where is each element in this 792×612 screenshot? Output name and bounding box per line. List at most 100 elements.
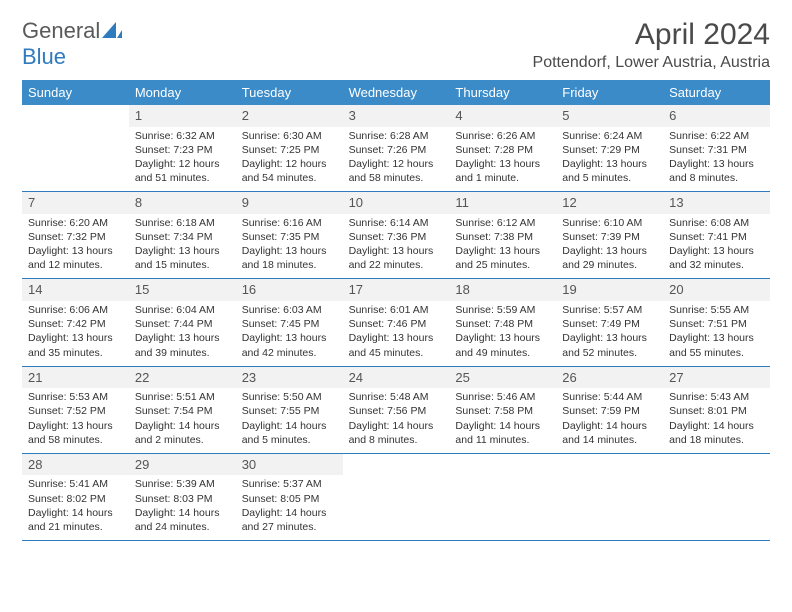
- sunset-text: Sunset: 7:28 PM: [455, 143, 550, 157]
- day-cell: 6Sunrise: 6:22 AMSunset: 7:31 PMDaylight…: [663, 105, 770, 191]
- calendar: Sunday Monday Tuesday Wednesday Thursday…: [22, 80, 770, 541]
- day-cell: 9 Sunrise: 6:16 AMSunset: 7:35 PMDaylight…: [236, 192, 343, 278]
- daylight-text: Daylight: 14 hours and 14 minutes.: [562, 419, 657, 447]
- weekday-label: Monday: [129, 80, 236, 105]
- sunset-text: Sunset: 7:29 PM: [562, 143, 657, 157]
- weekday-label: Wednesday: [343, 80, 450, 105]
- daylight-text: Daylight: 12 hours and 54 minutes.: [242, 157, 337, 185]
- day-cell: 5Sunrise: 6:24 AMSunset: 7:29 PMDaylight…: [556, 105, 663, 191]
- day-cell: 22Sunrise: 5:51 AMSunset: 7:54 PMDayligh…: [129, 367, 236, 453]
- logo-word1: General: [22, 18, 100, 43]
- sunset-text: Sunset: 8:03 PM: [135, 492, 230, 506]
- sunrise-text: Sunrise: 6:08 AM: [669, 216, 764, 230]
- sunrise-text: Sunrise: 6:12 AM: [455, 216, 550, 230]
- day-cell: 14Sunrise: 6:06 AMSunset: 7:42 PMDayligh…: [22, 279, 129, 365]
- day-cell: 2Sunrise: 6:30 AMSunset: 7:25 PMDaylight…: [236, 105, 343, 191]
- sunrise-text: Sunrise: 5:39 AM: [135, 477, 230, 491]
- sunrise-text: Sunrise: 6:16 AM: [242, 216, 337, 230]
- day-cell: 8Sunrise: 6:18 AMSunset: 7:34 PMDaylight…: [129, 192, 236, 278]
- sunrise-text: Sunrise: 5:51 AM: [135, 390, 230, 404]
- sunrise-text: Sunrise: 6:10 AM: [562, 216, 657, 230]
- day-number: 4: [449, 105, 556, 127]
- sunset-text: Sunset: 7:44 PM: [135, 317, 230, 331]
- day-number: 23: [236, 367, 343, 389]
- week-row: 7Sunrise: 6:20 AMSunset: 7:32 PMDaylight…: [22, 192, 770, 279]
- sunrise-text: Sunrise: 6:14 AM: [349, 216, 444, 230]
- sunset-text: Sunset: 8:05 PM: [242, 492, 337, 506]
- sunset-text: Sunset: 7:54 PM: [135, 404, 230, 418]
- day-cell: 15Sunrise: 6:04 AMSunset: 7:44 PMDayligh…: [129, 279, 236, 365]
- sunset-text: Sunset: 7:49 PM: [562, 317, 657, 331]
- sunset-text: Sunset: 7:45 PM: [242, 317, 337, 331]
- day-cell: 20Sunrise: 5:55 AMSunset: 7:51 PMDayligh…: [663, 279, 770, 365]
- sunset-text: Sunset: 7:34 PM: [135, 230, 230, 244]
- day-number: 14: [22, 279, 129, 301]
- header: General Blue April 2024 Pottendorf, Lowe…: [22, 18, 770, 72]
- weeks-container: 1Sunrise: 6:32 AMSunset: 7:23 PMDaylight…: [22, 105, 770, 541]
- weekday-label: Saturday: [663, 80, 770, 105]
- day-number: 16: [236, 279, 343, 301]
- daylight-text: Daylight: 13 hours and 8 minutes.: [669, 157, 764, 185]
- sunrise-text: Sunrise: 5:37 AM: [242, 477, 337, 491]
- day-number: 11: [449, 192, 556, 214]
- day-number: 18: [449, 279, 556, 301]
- day-number: 20: [663, 279, 770, 301]
- daylight-text: Daylight: 13 hours and 42 minutes.: [242, 331, 337, 359]
- day-cell: 29Sunrise: 5:39 AMSunset: 8:03 PMDayligh…: [129, 454, 236, 540]
- day-cell: 18Sunrise: 5:59 AMSunset: 7:48 PMDayligh…: [449, 279, 556, 365]
- daylight-text: Daylight: 13 hours and 52 minutes.: [562, 331, 657, 359]
- sunset-text: Sunset: 8:01 PM: [669, 404, 764, 418]
- weekday-header: Sunday Monday Tuesday Wednesday Thursday…: [22, 80, 770, 105]
- day-cell: 4Sunrise: 6:26 AMSunset: 7:28 PMDaylight…: [449, 105, 556, 191]
- logo-text: General Blue: [22, 18, 122, 70]
- day-number: 19: [556, 279, 663, 301]
- sunrise-text: Sunrise: 6:28 AM: [349, 129, 444, 143]
- sunset-text: Sunset: 7:42 PM: [28, 317, 123, 331]
- sunset-text: Sunset: 7:52 PM: [28, 404, 123, 418]
- sunset-text: Sunset: 7:31 PM: [669, 143, 764, 157]
- sunrise-text: Sunrise: 5:57 AM: [562, 303, 657, 317]
- week-row: 14Sunrise: 6:06 AMSunset: 7:42 PMDayligh…: [22, 279, 770, 366]
- day-number: 22: [129, 367, 236, 389]
- day-number: 28: [22, 454, 129, 476]
- daylight-text: Daylight: 13 hours and 55 minutes.: [669, 331, 764, 359]
- day-number: 2: [236, 105, 343, 127]
- day-cell: 13Sunrise: 6:08 AMSunset: 7:41 PMDayligh…: [663, 192, 770, 278]
- daylight-text: Daylight: 13 hours and 39 minutes.: [135, 331, 230, 359]
- day-number: 7: [22, 192, 129, 214]
- day-number: 27: [663, 367, 770, 389]
- sunrise-text: Sunrise: 6:22 AM: [669, 129, 764, 143]
- daylight-text: Daylight: 14 hours and 27 minutes.: [242, 506, 337, 534]
- sunset-text: Sunset: 7:55 PM: [242, 404, 337, 418]
- sunrise-text: Sunrise: 5:48 AM: [349, 390, 444, 404]
- logo-sail-icon: [102, 25, 122, 42]
- day-cell: 23Sunrise: 5:50 AMSunset: 7:55 PMDayligh…: [236, 367, 343, 453]
- daylight-text: Daylight: 13 hours and 18 minutes.: [242, 244, 337, 272]
- day-cell: [343, 454, 450, 540]
- day-cell: 3Sunrise: 6:28 AMSunset: 7:26 PMDaylight…: [343, 105, 450, 191]
- sunrise-text: Sunrise: 5:46 AM: [455, 390, 550, 404]
- daylight-text: Daylight: 13 hours and 12 minutes.: [28, 244, 123, 272]
- day-cell: [22, 105, 129, 191]
- day-cell: 16Sunrise: 6:03 AMSunset: 7:45 PMDayligh…: [236, 279, 343, 365]
- month-title: April 2024: [533, 18, 770, 52]
- sunset-text: Sunset: 7:36 PM: [349, 230, 444, 244]
- sunset-text: Sunset: 7:26 PM: [349, 143, 444, 157]
- day-number: 10: [343, 192, 450, 214]
- daylight-text: Daylight: 13 hours and 15 minutes.: [135, 244, 230, 272]
- day-number: 9: [236, 192, 343, 214]
- daylight-text: Daylight: 13 hours and 32 minutes.: [669, 244, 764, 272]
- sunset-text: Sunset: 8:02 PM: [28, 492, 123, 506]
- weekday-label: Tuesday: [236, 80, 343, 105]
- daylight-text: Daylight: 14 hours and 18 minutes.: [669, 419, 764, 447]
- daylight-text: Daylight: 14 hours and 24 minutes.: [135, 506, 230, 534]
- sunrise-text: Sunrise: 6:01 AM: [349, 303, 444, 317]
- day-number: 1: [129, 105, 236, 127]
- daylight-text: Daylight: 14 hours and 21 minutes.: [28, 506, 123, 534]
- daylight-text: Daylight: 13 hours and 29 minutes.: [562, 244, 657, 272]
- sunrise-text: Sunrise: 6:24 AM: [562, 129, 657, 143]
- day-cell: 24Sunrise: 5:48 AMSunset: 7:56 PMDayligh…: [343, 367, 450, 453]
- sunset-text: Sunset: 7:35 PM: [242, 230, 337, 244]
- sunrise-text: Sunrise: 5:41 AM: [28, 477, 123, 491]
- sunrise-text: Sunrise: 6:32 AM: [135, 129, 230, 143]
